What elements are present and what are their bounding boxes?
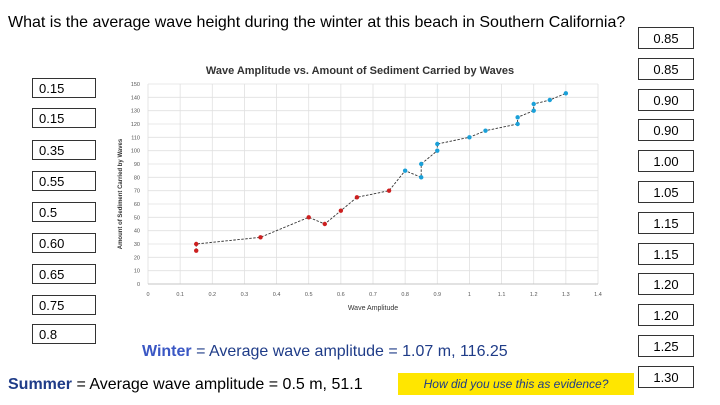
chart-y-tick-label: 30 — [134, 242, 140, 248]
winter-value-box: 1.15 — [638, 211, 694, 234]
summer-value-box: 0.5 — [32, 202, 96, 222]
summer-data-point — [194, 248, 199, 253]
chart-series-line — [195, 92, 567, 251]
chart-x-tick-label: 1.4 — [594, 292, 602, 298]
summer-data-point — [194, 241, 199, 247]
winter-value-box: 1.25 — [638, 335, 694, 357]
summer-data-point — [386, 188, 392, 193]
chart-y-tick-label: 60 — [134, 202, 140, 208]
winter-summary: Winter = Average wave amplitude = 1.07 m… — [142, 342, 622, 362]
winter-data-point — [435, 141, 440, 147]
summer-value-box: 0.55 — [32, 171, 96, 191]
chart-x-tick-label: 0.4 — [273, 292, 281, 298]
summer-data-point — [306, 215, 311, 220]
chart-y-tick-label: 120 — [131, 122, 140, 128]
chart-y-tick-label: 50 — [134, 215, 140, 221]
summer-value-box: 0.8 — [32, 324, 96, 344]
winter-value-box: 1.15 — [638, 242, 694, 265]
winter-data-point — [515, 121, 520, 127]
chart-y-tick-label: 90 — [134, 162, 140, 168]
winter-data-point — [419, 175, 424, 180]
winter-data-point — [483, 128, 488, 133]
chart-x-axis-label: Wave Amplitude — [348, 305, 398, 312]
evidence-prompt: How did you use this as evidence? — [398, 373, 634, 395]
summer-value-box: 0.65 — [32, 264, 96, 284]
winter-data-point — [547, 97, 552, 103]
chart-y-tick-label: 20 — [134, 255, 140, 261]
winter-data-point — [531, 101, 536, 107]
chart-grid — [147, 83, 599, 285]
winter-value-box: 0.90 — [638, 88, 694, 111]
summer-value-box: 0.15 — [32, 108, 96, 128]
winter-data-point — [435, 148, 440, 153]
chart-x-tick-label: 0.9 — [433, 292, 441, 298]
winter-data-point — [402, 168, 408, 173]
winter-data-point — [515, 115, 520, 120]
chart-y-tick-label: 40 — [134, 229, 140, 235]
chart-title: Wave Amplitude vs. Amount of Sediment Ca… — [206, 65, 514, 77]
chart-x-tick-label: 0 — [146, 292, 149, 298]
chart-series — [194, 91, 569, 253]
summer-data-point — [338, 208, 344, 213]
summer-data-point — [322, 221, 327, 227]
chart-y-tick-label: 110 — [131, 135, 140, 141]
winter-data-point — [531, 108, 536, 113]
summer-value-box: 0.35 — [32, 140, 96, 160]
question-text: What is the average wave height during t… — [8, 14, 626, 31]
chart-x-tick-label: 1.1 — [498, 292, 506, 298]
chart-x-tick-label: 0.3 — [241, 292, 249, 298]
chart-x-tick-label: 0.5 — [305, 292, 313, 298]
chart-y-tick-label: 80 — [134, 175, 140, 181]
summer-value-box: 0.75 — [32, 295, 96, 315]
winter-value-box: 1.05 — [638, 181, 694, 203]
winter-value-box: 0.90 — [638, 119, 694, 142]
winter-value-box: 0.85 — [638, 57, 694, 80]
summer-value-box: 0.60 — [32, 233, 96, 253]
chart-x-tick-label: 0.7 — [369, 292, 377, 298]
chart-y-tick-label: 130 — [131, 109, 140, 115]
winter-value-box: 1.00 — [638, 150, 694, 173]
winter-data-point — [467, 135, 472, 140]
summer-data-point — [354, 195, 360, 200]
winter-value-box: 1.20 — [638, 304, 694, 327]
chart-x-tick-label: 1.2 — [530, 292, 538, 298]
summer-summary: Summer = Average wave amplitude = 0.5 m,… — [8, 375, 408, 395]
summer-label: Summer — [8, 376, 73, 393]
chart-y-tick-label: 10 — [134, 269, 140, 275]
summer-data-point — [258, 235, 263, 240]
chart-x-tick-label: 0.2 — [208, 292, 216, 298]
winter-value-box: 0.85 — [638, 27, 694, 49]
winter-data-point — [563, 91, 569, 96]
chart-x-tick-label: 0.1 — [176, 292, 184, 298]
winter-text: = Average wave amplitude = 1.07 m, 116.2… — [191, 343, 508, 360]
chart-x-tick-label: 0.8 — [401, 292, 409, 298]
winter-data-point — [419, 161, 424, 167]
chart-y-tick-label: 140 — [131, 95, 140, 101]
chart-y-tick-label: 0 — [137, 282, 140, 288]
chart-x-tick-label: 0.6 — [337, 292, 345, 298]
summer-value-box: 0.15 — [32, 78, 96, 98]
chart-y-axis-label: Amount of Sediment Carried by Waves — [118, 138, 124, 249]
summer-text: = Average wave amplitude = 0.5 m, 51.1 — [72, 376, 363, 393]
chart-axes: 0 10 20 30 40 50 60 70 80 90 100 110 120 130 140 150 0 0.… — [131, 82, 602, 298]
chart-y-tick-label: 100 — [131, 149, 140, 155]
wave-chart: Wave Amplitude vs. Amount of Sediment Ca… — [118, 65, 602, 312]
chart-y-tick-label: 150 — [131, 82, 140, 88]
winter-label: Winter — [142, 343, 192, 360]
chart-y-tick-label: 70 — [134, 189, 140, 195]
chart-x-tick-label: 1.3 — [562, 292, 570, 298]
chart-x-tick-label: 1 — [468, 292, 471, 298]
winter-value-box: 1.30 — [638, 365, 694, 388]
winter-value-box: 1.20 — [638, 273, 694, 296]
